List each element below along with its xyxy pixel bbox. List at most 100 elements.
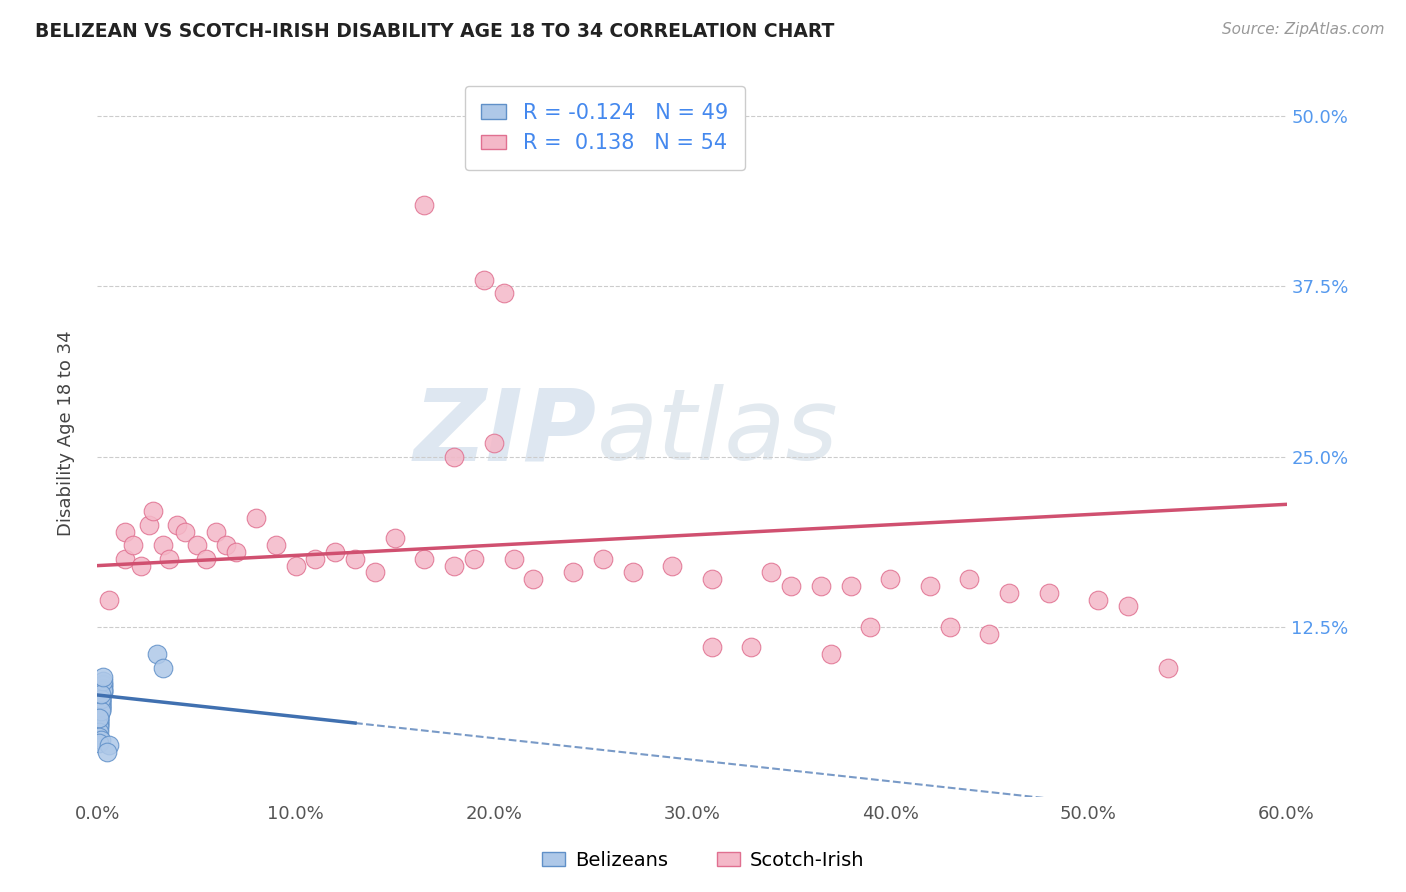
Point [859,620,882,634]
Point [90,701,112,715]
Point [90,692,112,706]
Point [93,674,115,689]
Point [463,551,485,566]
Point [225,545,247,559]
Point [89,701,111,715]
Point [1087,592,1109,607]
Point [413,551,436,566]
Point [443,558,465,573]
Legend: R = -0.124   N = 49, R =  0.138   N = 54: R = -0.124 N = 49, R = 0.138 N = 54 [464,87,745,170]
Point [364,566,387,580]
Point [304,551,326,566]
Point [979,626,1001,640]
Point [89,715,111,730]
Point [284,558,307,573]
Point [195,551,218,566]
Point [114,524,136,539]
Point [90,703,112,717]
Point [344,551,367,566]
Point [90,688,112,702]
Point [761,566,783,580]
Point [90,690,112,705]
Point [959,572,981,586]
Point [918,579,941,593]
Point [89,707,111,722]
Point [93,670,115,684]
Point [413,197,436,211]
Point [93,685,115,699]
Point [700,572,723,586]
Point [839,579,862,593]
Point [482,436,505,450]
Point [780,579,803,593]
Point [89,724,111,739]
Point [93,681,115,696]
Point [740,640,762,655]
Text: ZIP: ZIP [413,384,598,482]
Point [205,524,228,539]
Point [89,704,111,718]
Point [700,640,723,655]
Point [90,695,112,709]
Point [472,272,495,286]
Point [522,572,544,586]
Point [142,504,165,518]
Point [89,718,111,732]
Point [245,511,267,525]
Point [90,700,112,714]
Point [89,711,111,725]
Point [215,538,238,552]
Point [93,677,115,691]
Point [264,538,287,552]
Point [89,713,111,727]
Point [492,286,515,301]
Point [90,690,112,704]
Point [1038,586,1060,600]
Point [661,558,683,573]
Point [384,532,406,546]
Point [89,710,111,724]
Point [502,551,524,566]
Point [122,538,145,552]
Point [89,714,111,728]
Point [89,719,111,733]
Point [98,592,121,607]
Point [90,695,112,709]
Point [820,647,842,661]
Point [90,698,112,712]
Point [90,687,112,701]
Point [89,711,111,725]
Point [138,517,160,532]
Legend: Belizeans, Scotch-Irish: Belizeans, Scotch-Irish [534,843,872,878]
Point [323,545,346,559]
Point [998,586,1021,600]
Point [562,566,585,580]
Text: Source: ZipAtlas.com: Source: ZipAtlas.com [1222,22,1385,37]
Y-axis label: Disability Age 18 to 34: Disability Age 18 to 34 [58,330,75,535]
Point [129,558,152,573]
Point [152,538,174,552]
Point [93,678,115,692]
Point [621,566,644,580]
Point [186,538,208,552]
Point [89,736,111,750]
Point [89,706,111,720]
Point [93,684,115,698]
Point [90,733,112,747]
Point [90,696,112,710]
Text: BELIZEAN VS SCOTCH-IRISH DISABILITY AGE 18 TO 34 CORRELATION CHART: BELIZEAN VS SCOTCH-IRISH DISABILITY AGE … [35,22,835,41]
Point [89,708,111,723]
Point [90,692,112,706]
Point [443,450,465,464]
Point [89,730,111,744]
Point [93,682,115,697]
Point [152,661,174,675]
Point [90,704,112,718]
Point [157,551,180,566]
Text: atlas: atlas [598,384,838,482]
Point [146,647,169,661]
Point [938,620,960,634]
Point [173,524,195,539]
Point [879,572,901,586]
Point [1156,661,1178,675]
